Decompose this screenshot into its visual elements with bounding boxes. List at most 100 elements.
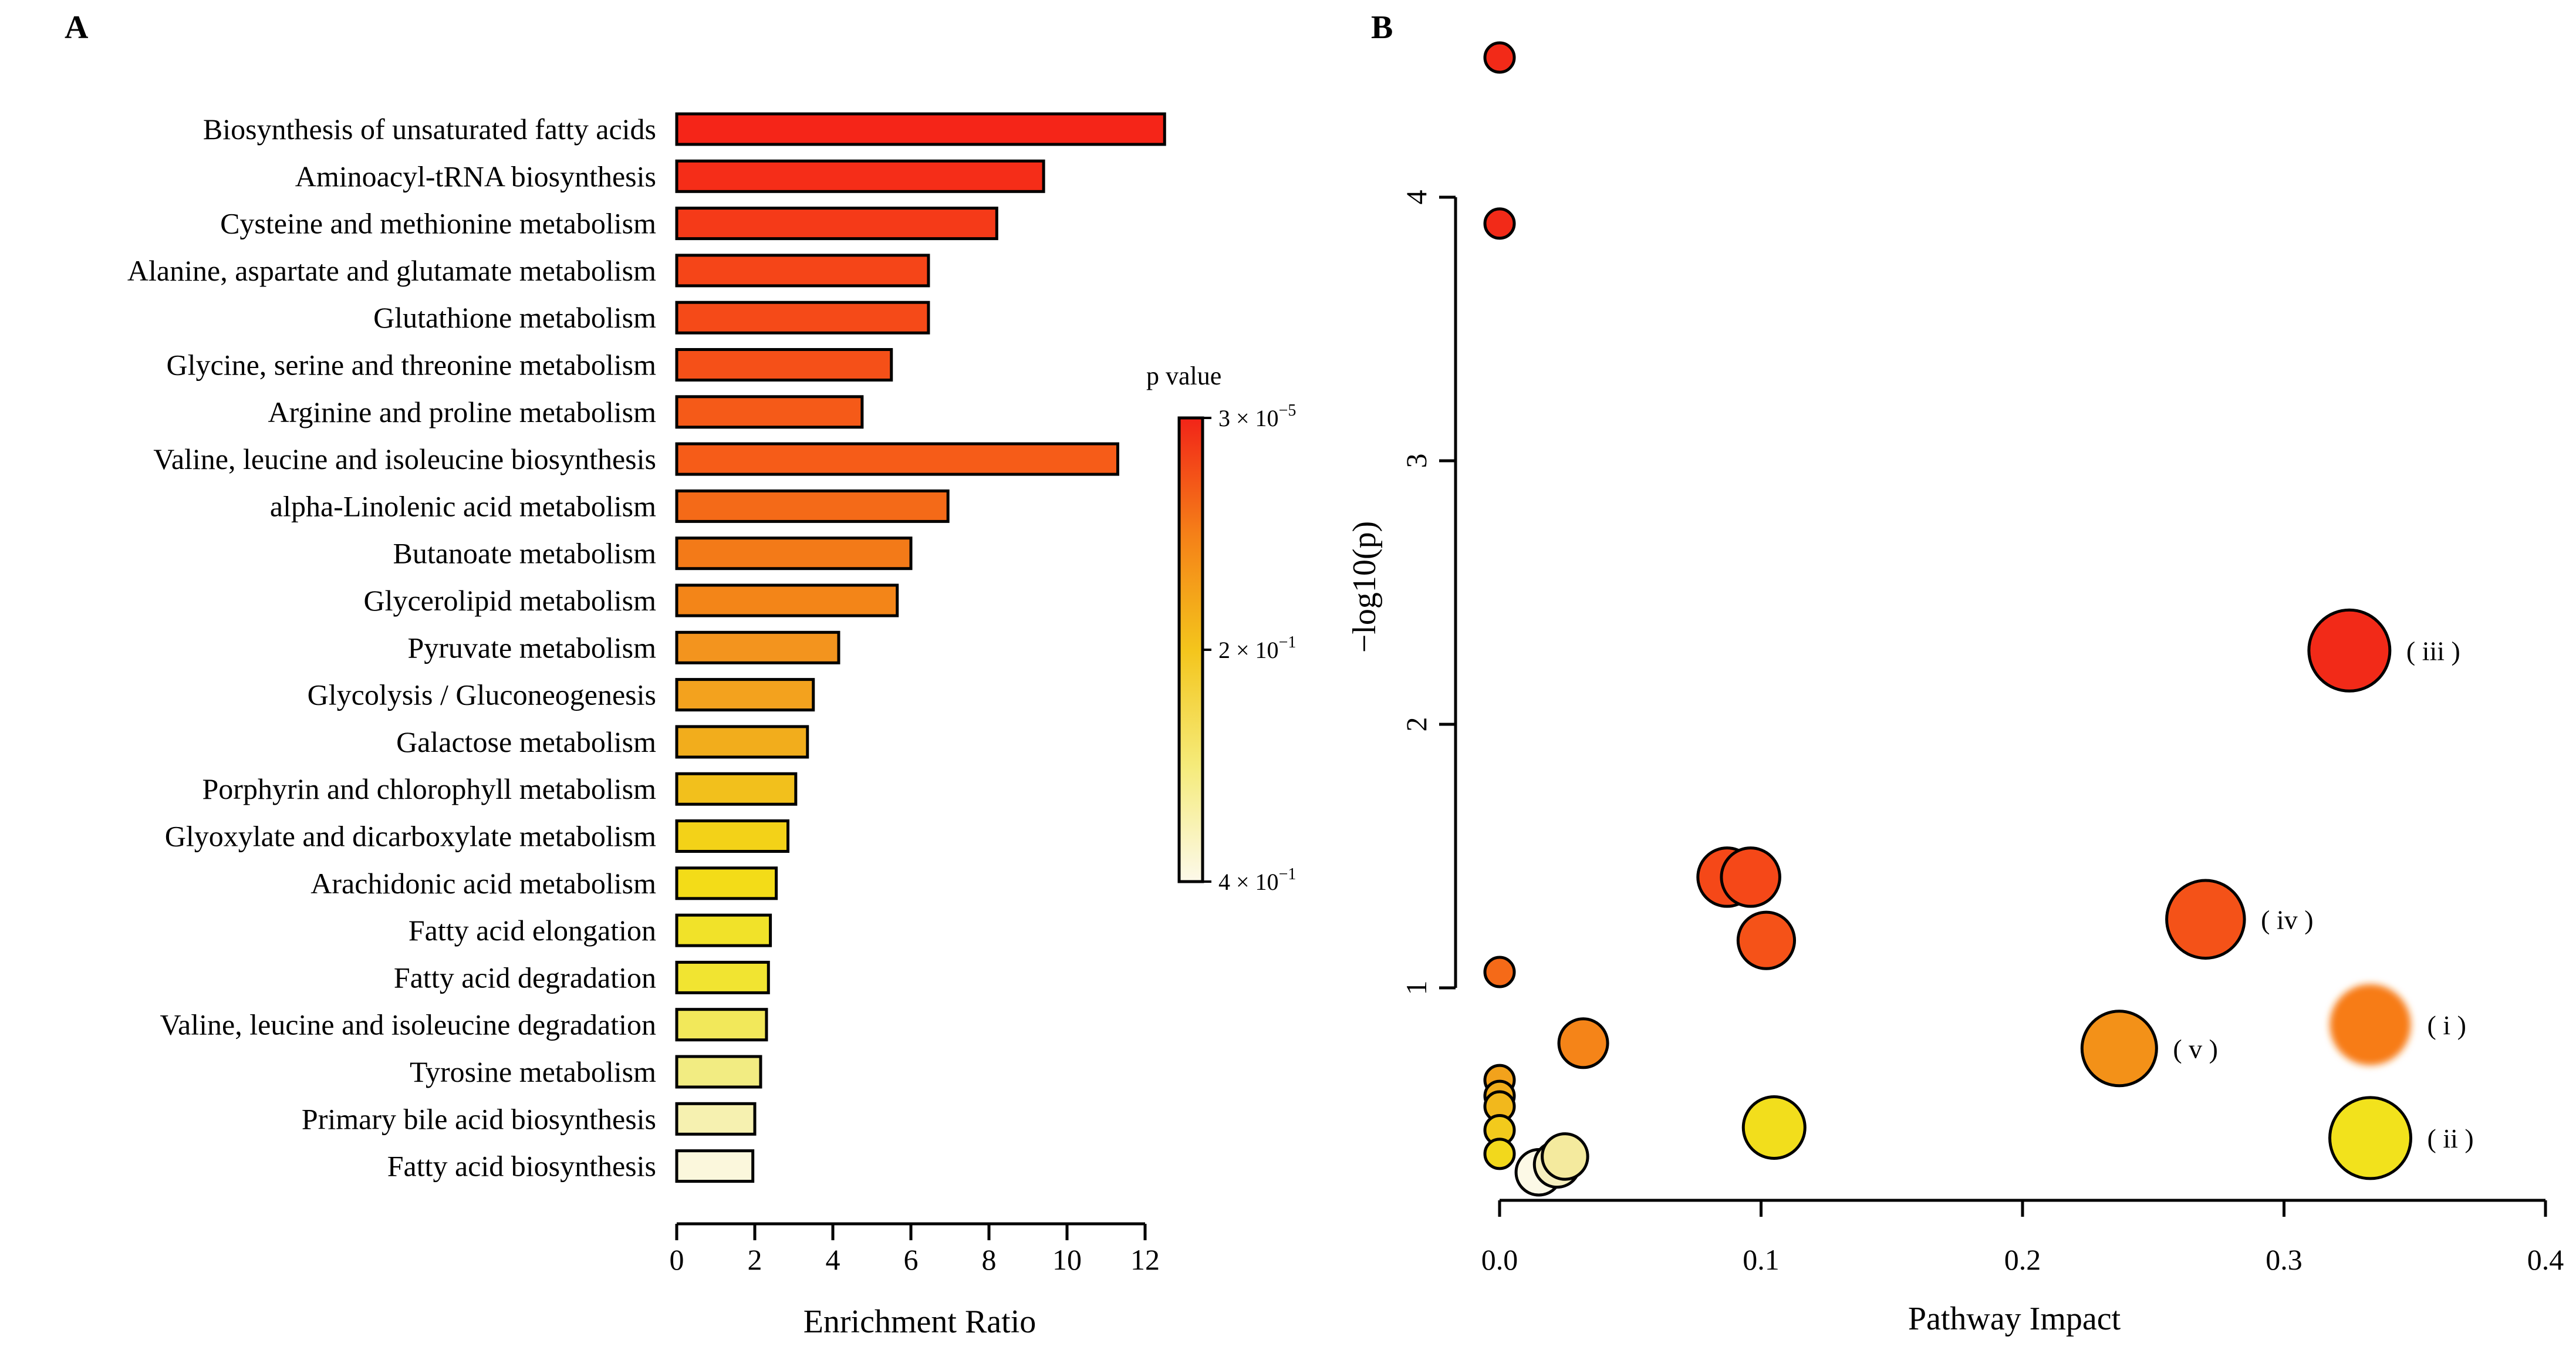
bubble bbox=[1483, 1138, 1516, 1170]
legend-colorbar bbox=[1177, 416, 1204, 883]
category-label: Fatty acid elongation bbox=[408, 914, 656, 947]
x-tick-label-b: 0.2 bbox=[2004, 1243, 2041, 1276]
legend-tick-label: 4 × 10−1 bbox=[1218, 865, 1296, 895]
y-tick-label-b: 4 bbox=[1400, 190, 1433, 205]
bubble bbox=[1483, 207, 1516, 240]
x-tick-label-a: 2 bbox=[748, 1243, 762, 1276]
bar bbox=[675, 395, 864, 429]
bar-chart: Biosynthesis of unsaturated fatty acids A… bbox=[127, 112, 1166, 1183]
category-label: Glycine, serine and threonine metabolism bbox=[167, 349, 657, 382]
category-label: Alanine, aspartate and glutamate metabol… bbox=[127, 254, 656, 287]
panel-b-label: B bbox=[1371, 9, 1393, 46]
bar bbox=[675, 913, 772, 947]
bubble bbox=[2307, 608, 2392, 693]
bar bbox=[675, 489, 950, 523]
x-axis-title-a: Enrichment Ratio bbox=[803, 1304, 1037, 1340]
bubble bbox=[1483, 41, 1516, 74]
bar bbox=[675, 725, 809, 759]
bar bbox=[675, 960, 770, 994]
category-label: Porphyrin and chlorophyll metabolism bbox=[202, 772, 656, 805]
bubble-label: ( iii ) bbox=[2406, 636, 2460, 666]
bar bbox=[675, 1055, 762, 1089]
bubble bbox=[2080, 1010, 2158, 1088]
bar bbox=[675, 112, 1166, 146]
category-label: Fatty acid biosynthesis bbox=[387, 1150, 656, 1183]
panel-a: A Biosynthesis of unsaturated fatty acid… bbox=[65, 9, 1296, 1340]
p-value-legend: p value 3 × 10−5 2 × 10−1 4 × 10−1 bbox=[1146, 362, 1296, 895]
bar bbox=[675, 1008, 768, 1042]
bar bbox=[675, 678, 815, 712]
category-label: Tyrosine metabolism bbox=[410, 1055, 656, 1088]
x-axis-a: 0 2 4 6 8 10 12 bbox=[670, 1222, 1160, 1276]
y-axis-title-b: −log10(p) bbox=[1346, 521, 1383, 653]
panel-a-label: A bbox=[65, 9, 89, 46]
category-label: Glyoxylate and dicarboxylate metabolism bbox=[165, 820, 656, 853]
x-tick-label-a: 10 bbox=[1052, 1243, 1082, 1276]
legend-title: p value bbox=[1146, 362, 1221, 390]
bubble bbox=[1720, 846, 1781, 908]
x-tick-label-a: 6 bbox=[904, 1243, 919, 1276]
bubble bbox=[2329, 984, 2411, 1065]
bar bbox=[675, 772, 798, 806]
x-tick-label-a: 4 bbox=[826, 1243, 840, 1276]
x-tick-label-a: 12 bbox=[1130, 1243, 1160, 1276]
bar bbox=[675, 348, 893, 382]
bar bbox=[675, 630, 840, 664]
y-tick-label-b: 2 bbox=[1400, 717, 1433, 732]
bubble-label: ( i ) bbox=[2428, 1010, 2466, 1040]
bubble bbox=[1483, 956, 1516, 988]
legend-tick-label: 3 × 10−5 bbox=[1218, 401, 1296, 431]
bubble bbox=[1741, 1095, 1807, 1160]
bar bbox=[675, 207, 998, 241]
bar bbox=[675, 159, 1045, 193]
bubble bbox=[1557, 1017, 1609, 1069]
category-label: Arginine and proline metabolism bbox=[268, 396, 657, 428]
bubble-label: ( iv ) bbox=[2261, 905, 2313, 934]
category-label: Valine, leucine and isoleucine biosynthe… bbox=[153, 443, 656, 475]
category-label: alpha-Linolenic acid metabolism bbox=[270, 490, 656, 522]
bar bbox=[675, 583, 899, 617]
x-tick-label-b: 0.0 bbox=[1481, 1243, 1518, 1276]
category-label: Butanoate metabolism bbox=[393, 537, 656, 570]
bubble bbox=[2165, 879, 2246, 960]
bubble bbox=[1541, 1132, 1589, 1181]
panel-b: B 0.0 0.1 0.2 0.3 0.4 1 2 3 4 ( v ) ( iv ) ( iii )… bbox=[1346, 9, 2564, 1337]
category-label: Valine, leucine and isoleucine degradati… bbox=[160, 1008, 656, 1041]
bubble bbox=[2328, 1096, 2413, 1180]
category-label: Glutathione metabolism bbox=[373, 301, 656, 334]
bar bbox=[675, 1102, 757, 1136]
category-label: Pyruvate metabolism bbox=[407, 631, 656, 664]
bubble-label: ( ii ) bbox=[2428, 1123, 2474, 1153]
category-label: Glycolysis / Gluconeogenesis bbox=[308, 679, 656, 711]
category-label: Primary bile acid biosynthesis bbox=[302, 1102, 656, 1135]
x-tick-label-b: 0.4 bbox=[2527, 1243, 2564, 1276]
x-tick-label-b: 0.1 bbox=[1743, 1243, 1780, 1276]
bar bbox=[675, 536, 913, 571]
x-tick-label-b: 0.3 bbox=[2266, 1243, 2302, 1276]
bar bbox=[675, 442, 1119, 476]
category-label: Cysteine and methionine metabolism bbox=[220, 207, 656, 240]
y-tick-label-b: 3 bbox=[1400, 454, 1433, 468]
axes-b: 0.0 0.1 0.2 0.3 0.4 1 2 3 4 bbox=[1400, 190, 2564, 1277]
bar bbox=[675, 254, 930, 288]
bubble-label: ( v ) bbox=[2173, 1034, 2218, 1064]
bubble-chart: ( v ) ( iv ) ( iii ) ( i ) ( ii ) bbox=[1483, 41, 2474, 1197]
bar bbox=[675, 866, 778, 900]
bar bbox=[675, 1149, 755, 1183]
category-label: Aminoacyl-tRNA biosynthesis bbox=[295, 160, 656, 193]
legend-tick-label: 2 × 10−1 bbox=[1218, 633, 1296, 663]
category-label: Fatty acid degradation bbox=[394, 961, 656, 994]
x-tick-label-a: 0 bbox=[670, 1243, 684, 1276]
legend-ticks: 3 × 10−5 2 × 10−1 4 × 10−1 bbox=[1203, 401, 1296, 895]
category-label: Arachidonic acid metabolism bbox=[310, 867, 656, 900]
y-tick-label-b: 1 bbox=[1400, 981, 1433, 995]
bar bbox=[675, 301, 930, 335]
bubble bbox=[1736, 910, 1797, 970]
category-label: Biosynthesis of unsaturated fatty acids bbox=[203, 113, 656, 146]
bar bbox=[675, 819, 790, 853]
category-label: Glycerolipid metabolism bbox=[363, 584, 656, 617]
x-tick-label-a: 8 bbox=[982, 1243, 997, 1276]
category-label: Galactose metabolism bbox=[396, 725, 656, 758]
x-axis-title-b: Pathway Impact bbox=[1908, 1301, 2121, 1337]
